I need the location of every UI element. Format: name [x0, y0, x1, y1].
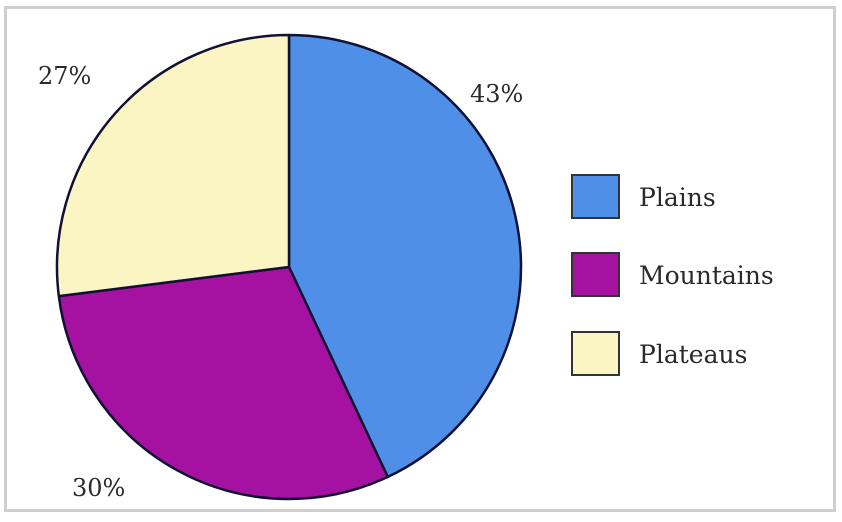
legend-item-mountains: Mountains [571, 252, 774, 297]
legend-label-mountains: Mountains [639, 261, 774, 290]
pie-slice-plains [287, 33, 523, 479]
legend-item-plateaus: Plateaus [571, 331, 747, 376]
percent-labels: 43% 30% 27% [38, 62, 523, 502]
legend-item-plains: Plains [571, 174, 716, 219]
legend: Plains Mountains Plateaus [571, 174, 774, 376]
slice-label-plateaus: 27% [38, 62, 91, 90]
legend-swatch-mountains [571, 252, 620, 297]
legend-swatch-plains [571, 174, 620, 219]
pie-slices [55, 33, 523, 501]
pie-slice-mountains [57, 265, 390, 501]
slice-label-mountains: 30% [72, 474, 125, 502]
legend-label-plains: Plains [639, 183, 716, 212]
legend-swatch-plateaus [571, 331, 620, 376]
slice-label-plains: 43% [470, 80, 523, 108]
legend-label-plateaus: Plateaus [639, 340, 747, 369]
pie-slice-plateaus [55, 33, 291, 298]
